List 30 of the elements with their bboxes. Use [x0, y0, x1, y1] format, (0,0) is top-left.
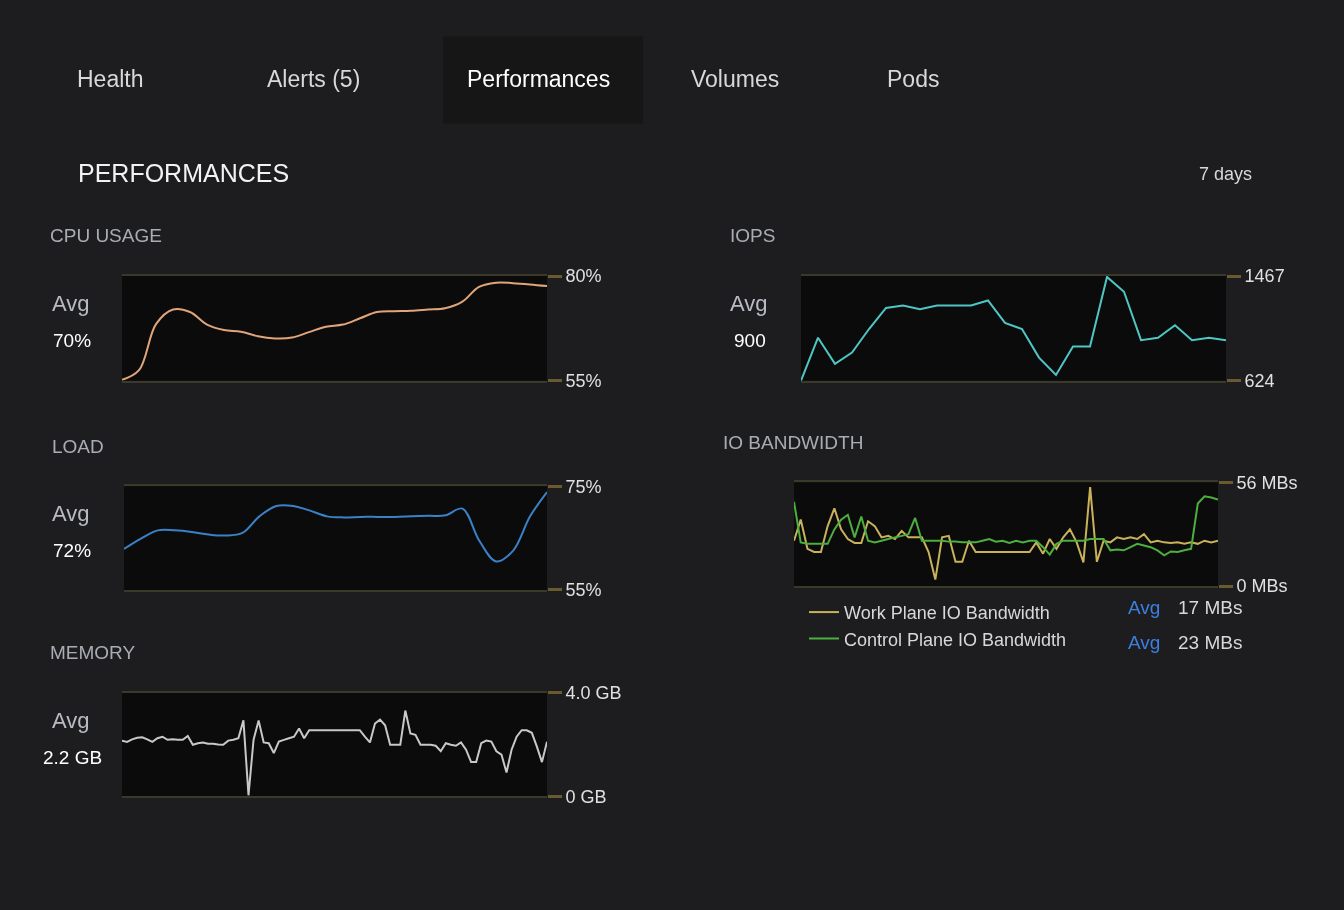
text: Alerts (5): [267, 66, 361, 92]
legend-label: Work Plane IO Bandwidth: [844, 603, 1050, 624]
chart-title: MEMORY: [50, 642, 136, 663]
text: Performances: [467, 66, 611, 92]
y-tick-label: 4.0 GB: [565, 682, 622, 703]
y-tick-label: 0 MBs: [1236, 576, 1288, 597]
text: 7 days: [1199, 164, 1253, 184]
text: Avg 900: [730, 291, 768, 351]
y-tick-label: 80%: [565, 266, 602, 287]
y-tick-label: 55%: [565, 370, 602, 391]
text: PERFORMANCES: [78, 159, 290, 187]
y-tick-label: 0 GB: [565, 786, 607, 807]
y-tick-label: 55%: [565, 580, 602, 601]
text: Avg 72%: [52, 501, 92, 561]
y-tick-label: 75%: [565, 476, 602, 497]
y-tick-label: 624: [1244, 370, 1275, 391]
text: Pods: [887, 66, 940, 92]
legend-label: Control Plane IO Bandwidth: [844, 629, 1067, 650]
y-tick-label: 1467: [1244, 266, 1285, 287]
text: Health: [77, 66, 144, 92]
text: Avg 2.2 GB: [43, 708, 103, 768]
y-tick-label: 56 MBs: [1236, 472, 1298, 493]
chart-title: CPU USAGE: [50, 225, 162, 246]
text: Volumes: [691, 66, 780, 92]
text: Avg 23 MBs: [1128, 632, 1243, 653]
text: Avg 70%: [52, 291, 92, 351]
chart-title: IOPS: [730, 225, 776, 246]
chart-title: IO BANDWIDTH: [723, 432, 864, 453]
text: Avg 17 MBs: [1128, 597, 1243, 618]
chart-title: LOAD: [52, 436, 104, 457]
